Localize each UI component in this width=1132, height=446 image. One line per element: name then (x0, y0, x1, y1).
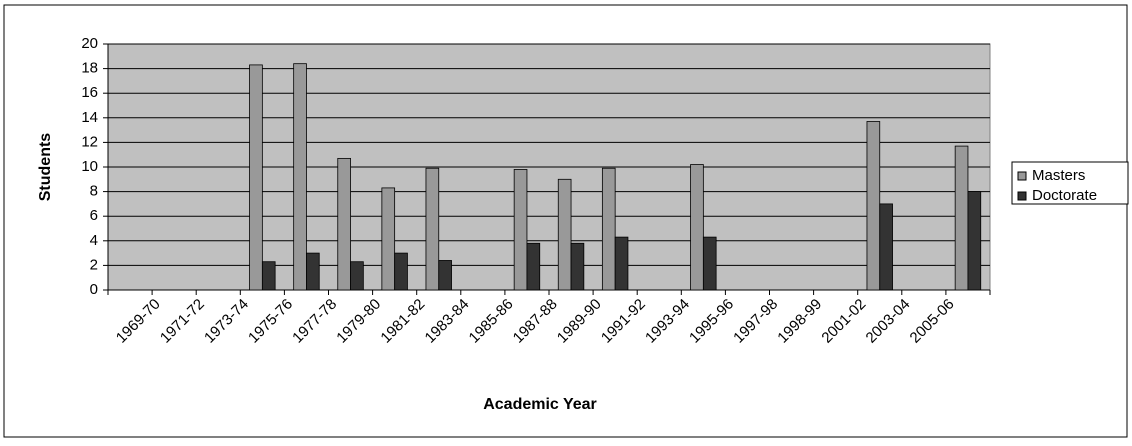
bar (967, 191, 982, 291)
y-tick-label: 2 (90, 256, 98, 273)
legend-label: Masters (1032, 167, 1085, 184)
bar (261, 261, 276, 291)
bar (381, 187, 396, 291)
bar (337, 157, 351, 291)
y-tick-label: 10 (81, 158, 98, 175)
y-tick-label: 8 (90, 183, 98, 200)
y-tick-label: 12 (81, 133, 98, 150)
y-tick-label: 4 (90, 232, 98, 249)
bar (690, 164, 704, 291)
y-tick-label: 16 (81, 84, 98, 101)
y-tick-label: 0 (90, 281, 98, 298)
bar (601, 167, 616, 291)
legend-swatch (1017, 191, 1027, 201)
bar (394, 252, 408, 291)
bar (570, 242, 585, 291)
bar (557, 178, 572, 291)
bar (614, 236, 629, 291)
y-tick-label: 18 (81, 60, 98, 77)
legend-label: Doctorate (1032, 187, 1097, 204)
bar (425, 167, 440, 291)
bar (306, 252, 320, 291)
bar (879, 203, 893, 291)
y-tick-label: 20 (81, 35, 98, 52)
bar (702, 236, 717, 291)
bar (438, 260, 452, 291)
bar (293, 63, 307, 291)
x-axis-title: Academic Year (483, 396, 597, 413)
bar (526, 242, 541, 291)
legend-swatch (1017, 171, 1027, 181)
bar (350, 261, 364, 291)
bar (954, 145, 969, 291)
y-tick-label: 14 (81, 109, 98, 126)
bar (249, 64, 263, 291)
y-tick-label: 6 (90, 207, 98, 224)
legend (1011, 161, 1129, 205)
bar (513, 169, 528, 291)
y-axis-title: Students (37, 133, 54, 202)
bar (866, 121, 881, 291)
